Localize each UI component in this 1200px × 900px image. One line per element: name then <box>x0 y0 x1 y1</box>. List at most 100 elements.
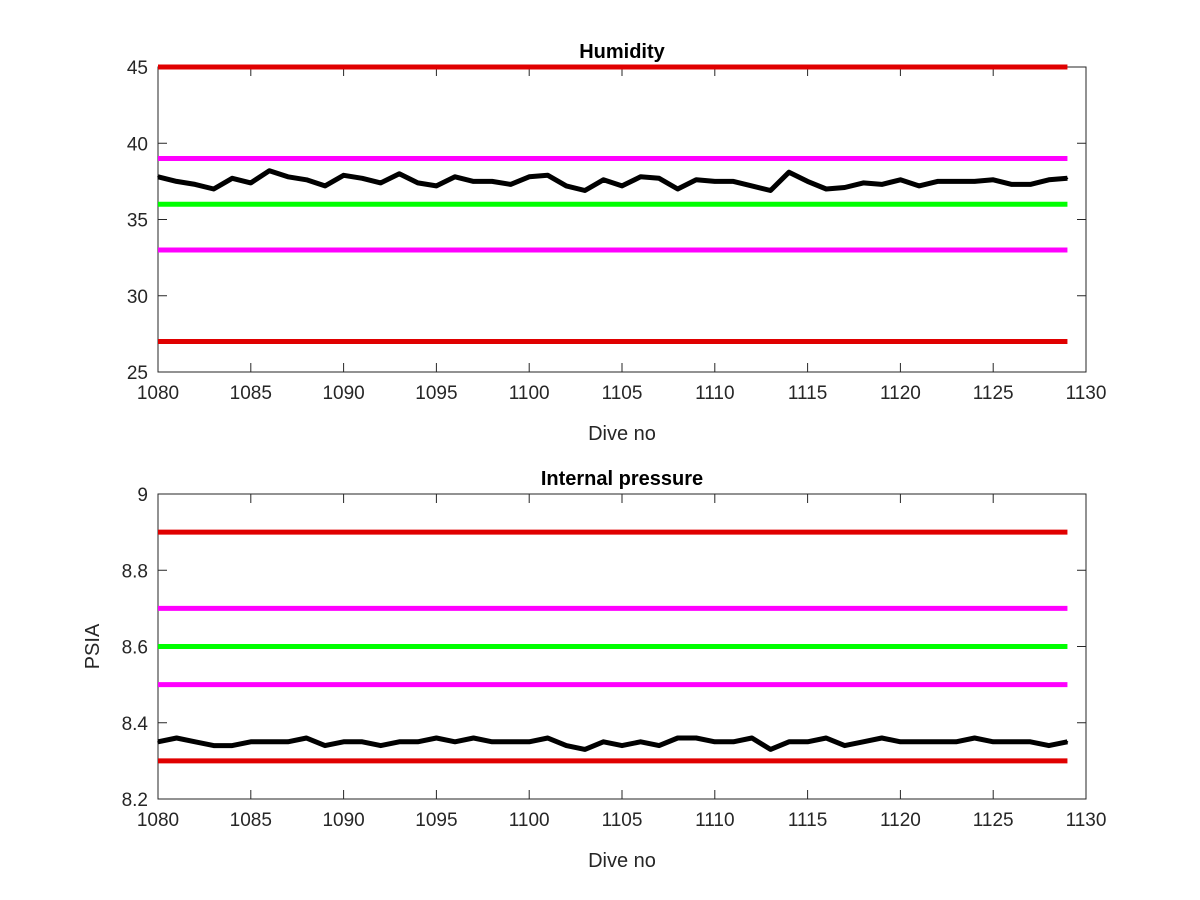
series-line <box>157 168 1068 193</box>
y-tick-label: 8.8 <box>122 561 148 582</box>
data-point <box>268 741 271 743</box>
data-point <box>546 737 549 739</box>
data-point <box>751 737 753 739</box>
y-tick-label: 30 <box>127 287 148 308</box>
data-point <box>955 180 957 183</box>
data-point <box>250 182 252 184</box>
data-point <box>992 741 994 743</box>
chart-title: Humidity <box>579 41 665 63</box>
data-point <box>658 177 660 180</box>
data-point <box>918 185 920 187</box>
data-point <box>714 180 716 183</box>
data-point <box>602 179 605 181</box>
y-tick-label: 8.4 <box>122 714 149 735</box>
data-point <box>751 185 753 187</box>
x-tick-label: 1095 <box>415 383 457 404</box>
data-point <box>769 748 772 751</box>
data-point <box>918 741 920 743</box>
data-point <box>194 183 196 186</box>
x-tick-label: 1080 <box>137 810 179 831</box>
data-point <box>825 188 827 190</box>
x-tick-label: 1105 <box>602 810 643 831</box>
x-tick-label: 1085 <box>230 383 272 404</box>
x-tick-label: 1115 <box>788 810 827 831</box>
x-tick-label: 1130 <box>1066 810 1107 831</box>
data-point <box>788 741 790 743</box>
x-tick-label: 1110 <box>695 383 734 404</box>
data-point <box>361 177 363 180</box>
data-point <box>546 174 549 177</box>
data-point <box>992 179 994 181</box>
data-point <box>472 180 475 183</box>
chart-panel-2: 1080 1085 1090 1095 1100 1105 1110 1115 1120 1125… <box>82 468 1106 872</box>
data-point <box>955 741 957 743</box>
data-point <box>602 741 605 743</box>
y-tick-label: 8.6 <box>122 638 148 659</box>
data-point <box>454 741 456 743</box>
data-point <box>509 183 512 186</box>
y-tick-label: 25 <box>127 363 148 384</box>
data-point <box>435 737 438 739</box>
data-point <box>1010 183 1013 186</box>
data-point <box>565 744 568 747</box>
x-tick-label: 1120 <box>880 383 921 404</box>
data-point <box>843 186 846 189</box>
data-point <box>491 741 493 743</box>
data-point <box>324 185 326 187</box>
data-point <box>732 180 735 183</box>
plot-area <box>157 66 1087 373</box>
data-point <box>695 737 698 739</box>
data-point <box>287 176 289 178</box>
data-point <box>175 180 178 183</box>
data-point <box>379 744 382 747</box>
data-point <box>287 741 289 743</box>
data-point <box>454 176 456 178</box>
data-point <box>417 741 419 743</box>
y-tick-label: 8.2 <box>122 790 148 811</box>
data-point <box>250 741 252 743</box>
data-point <box>881 183 883 186</box>
data-point <box>157 176 159 178</box>
data-point <box>658 744 660 747</box>
data-point <box>973 737 976 739</box>
y-tick-label: 9 <box>137 485 148 506</box>
data-point <box>417 182 419 184</box>
data-point <box>472 737 475 739</box>
data-point <box>509 741 512 743</box>
x-tick-label: 1090 <box>322 810 364 831</box>
data-point <box>584 748 586 751</box>
x-tick-label: 1130 <box>1066 383 1107 404</box>
data-point <box>194 741 196 743</box>
data-point <box>342 741 345 743</box>
data-point <box>788 171 790 174</box>
x-tick-label: 1095 <box>415 810 457 831</box>
data-point <box>973 180 976 183</box>
data-point <box>899 741 902 743</box>
data-point <box>231 177 234 180</box>
data-point <box>435 185 438 187</box>
data-point <box>676 188 679 190</box>
x-tick-label: 1115 <box>788 383 827 404</box>
x-axis-label: Dive no <box>588 423 656 445</box>
x-tick-label: 1120 <box>880 810 921 831</box>
x-tick-label: 1100 <box>509 810 550 831</box>
x-tick-label: 1085 <box>230 810 272 831</box>
data-point <box>398 741 401 743</box>
data-point <box>1029 741 1032 743</box>
x-tick-label: 1105 <box>602 383 643 404</box>
data-point <box>1048 179 1050 181</box>
data-point <box>1048 744 1050 747</box>
data-point <box>342 174 345 177</box>
data-point <box>212 744 215 747</box>
data-point <box>843 744 846 747</box>
data-point <box>231 744 234 747</box>
series-line <box>157 735 1068 752</box>
data-point <box>676 737 679 739</box>
x-tick-label: 1080 <box>137 383 179 404</box>
data-point <box>361 741 363 743</box>
data-point <box>862 741 865 743</box>
data-point <box>584 189 586 192</box>
data-point <box>565 185 568 187</box>
data-point <box>639 741 642 743</box>
